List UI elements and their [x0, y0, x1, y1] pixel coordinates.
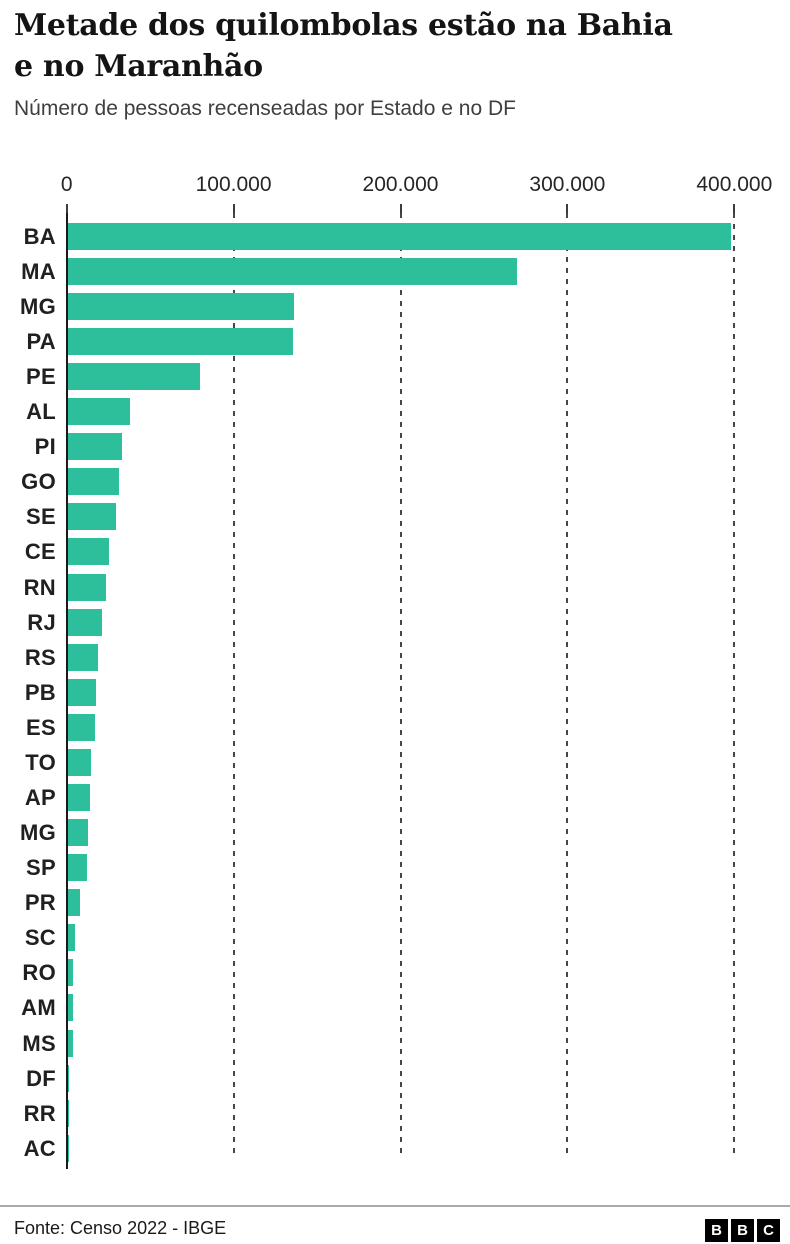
bbc-logo-block-b2: B: [731, 1219, 754, 1242]
x-axis-tick-label: 300.000: [529, 173, 606, 196]
title-line-1: Metade dos quilombolas estão na Bahia: [14, 8, 673, 43]
bar-label-df-24: DF: [26, 1065, 56, 1091]
bbc-logo: B B C: [705, 1219, 780, 1242]
bar-label-sp-18: SP: [26, 855, 56, 881]
bar-label-to-15: TO: [25, 749, 56, 775]
bar-label-al-5: AL: [26, 399, 56, 425]
bar-label-mg-17: MG: [19, 820, 56, 846]
bar-rn-10: [68, 573, 106, 601]
bar-se-8: [68, 503, 116, 531]
bar-label-pr-19: PR: [24, 890, 56, 916]
x-axis-tick-mark: [733, 204, 736, 213]
x-axis-tick-label: 100.000: [195, 173, 272, 196]
bar-sc-20: [68, 924, 76, 952]
gridline: [566, 213, 569, 1153]
bar-label-rn-10: RN: [23, 574, 56, 600]
gridline: [399, 213, 402, 1153]
bbc-logo-block-c: C: [757, 1219, 780, 1242]
x-axis-tick-mark: [399, 204, 402, 213]
bar-label-sc-20: SC: [24, 925, 56, 951]
bar-sp-18: [68, 854, 88, 882]
footer-divider: [0, 1205, 790, 1207]
bar-chart: 0 100.000 200.000 300.000 400.000 BA MA MG PA PE A…: [0, 165, 790, 1177]
bar-al-5: [68, 398, 131, 426]
bar-pi-6: [68, 433, 122, 461]
bar-label-ac-26: AC: [23, 1135, 56, 1161]
bar-df-24: [68, 1064, 69, 1092]
bar-es-14: [68, 713, 96, 741]
bar-to-15: [68, 748, 91, 776]
source-text: Fonte: Censo 2022 - IBGE: [14, 1218, 227, 1238]
x-axis-tick-label: 400.000: [696, 173, 773, 196]
bar-mg-2: [68, 292, 294, 320]
bar-label-rs-12: RS: [24, 644, 56, 670]
bar-ro-21: [68, 959, 74, 987]
bar-label-am-22: AM: [21, 995, 56, 1021]
bar-label-pa-3: PA: [26, 328, 56, 354]
bar-ma-1: [68, 257, 518, 285]
bar-pa-3: [68, 327, 294, 355]
gridline: [733, 213, 736, 1153]
bar-ce-9: [68, 538, 110, 566]
bar-label-go-7: GO: [21, 469, 56, 495]
x-axis-tick-label: 200.000: [362, 173, 439, 196]
bar-rj-11: [68, 608, 103, 636]
bar-label-es-14: ES: [26, 714, 56, 740]
bar-label-ms-23: MS: [22, 1030, 56, 1056]
bbc-logo-block-b1: B: [705, 1219, 728, 1242]
page-title: Metade dos quilombolas estão na Bahia e …: [14, 5, 734, 87]
bar-pb-13: [68, 678, 97, 706]
bar-mg-17: [68, 819, 88, 847]
bar-label-rr-25: RR: [23, 1100, 56, 1126]
x-axis-tick-mark: [566, 204, 569, 213]
bar-label-mg-2: MG: [19, 293, 56, 319]
x-axis-tick-label: 0: [60, 173, 73, 196]
bar-ba-0: [68, 222, 731, 250]
bar-label-pi-6: PI: [34, 434, 56, 460]
bar-ap-16: [68, 783, 91, 811]
bar-label-ro-21: RO: [22, 960, 56, 986]
bar-pe-4: [68, 363, 200, 391]
bar-label-ce-9: CE: [24, 539, 56, 565]
title-line-2: e no Maranhão: [14, 49, 263, 84]
y-axis-line: [65, 213, 68, 1169]
bar-label-pb-13: PB: [24, 679, 56, 705]
bar-ms-23: [68, 1029, 74, 1057]
bar-am-22: [68, 994, 73, 1022]
bar-label-ma-1: MA: [21, 258, 56, 284]
bar-label-se-8: SE: [26, 504, 56, 530]
bar-go-7: [68, 468, 119, 496]
chart-subtitle: Número de pessoas recenseadas por Estado…: [14, 97, 516, 120]
bar-rs-12: [68, 643, 99, 671]
gridline: [232, 213, 235, 1153]
bar-label-rj-11: RJ: [27, 609, 56, 635]
x-axis-tick-mark: [232, 204, 235, 213]
bar-pr-19: [68, 889, 81, 917]
bar-label-ba-0: BA: [23, 223, 56, 249]
x-axis-tick-mark: [65, 204, 68, 213]
bar-label-pe-4: PE: [26, 364, 56, 390]
bar-label-ap-16: AP: [24, 784, 56, 810]
